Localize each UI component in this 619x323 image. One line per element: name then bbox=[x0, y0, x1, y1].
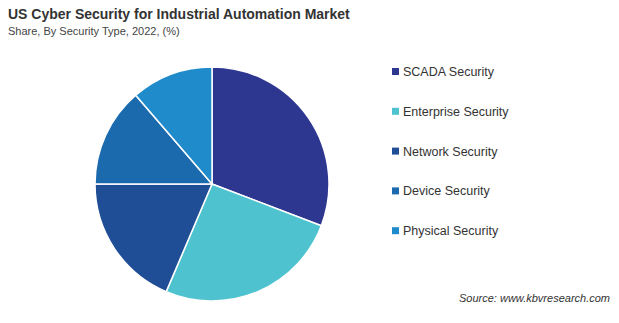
legend-swatch bbox=[392, 227, 399, 234]
subtitle: Share, By Security Type, 2022, (%) bbox=[8, 25, 180, 37]
slice bbox=[95, 184, 212, 292]
legend-swatch bbox=[392, 148, 399, 155]
legend-swatch bbox=[392, 187, 399, 194]
legend-label: Enterprise Security bbox=[403, 105, 509, 119]
source: Source: www.kbvresearch.com bbox=[459, 292, 610, 304]
chart: US Cyber Security for Industrial Automat… bbox=[0, 0, 619, 323]
legend-label: Physical Security bbox=[403, 224, 499, 238]
pie bbox=[95, 67, 329, 301]
legend-swatch bbox=[392, 68, 399, 75]
legend-label: SCADA Security bbox=[403, 65, 495, 79]
legend-label: Device Security bbox=[403, 184, 491, 198]
legend-label: Network Security bbox=[403, 145, 498, 159]
slice bbox=[136, 67, 212, 184]
title: US Cyber Security for Industrial Automat… bbox=[8, 6, 350, 22]
legend-swatch bbox=[392, 108, 399, 115]
